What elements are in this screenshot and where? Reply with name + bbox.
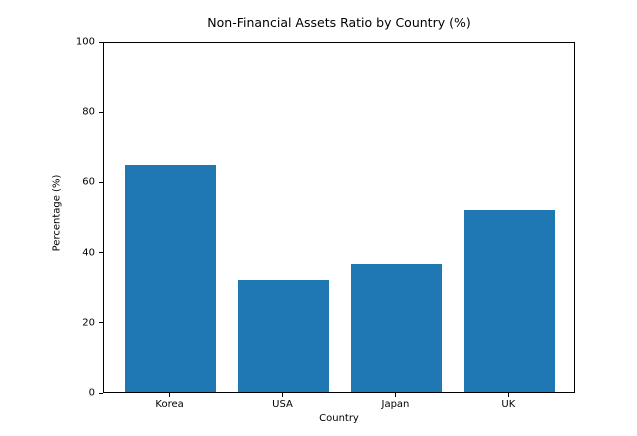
y-tick-mark (99, 111, 103, 113)
y-tick-mark (99, 392, 103, 394)
chart-title: Non-Financial Assets Ratio by Country (%… (207, 15, 471, 30)
y-tick-mark (99, 252, 103, 254)
bar-uk (464, 210, 555, 392)
x-axis-label: Country (319, 413, 359, 424)
y-axis-label: Percentage (%) (51, 174, 63, 252)
bar-japan (351, 263, 442, 392)
bar-korea (125, 165, 216, 392)
x-tick-mark (282, 393, 284, 397)
y-tick-mark (99, 41, 103, 43)
y-tick-label: 100 (75, 36, 95, 48)
x-tick-mark (507, 393, 509, 397)
x-tick-label-usa: USA (272, 399, 293, 410)
y-tick-label: 20 (82, 317, 95, 329)
x-tick-label-uk: UK (501, 399, 516, 410)
x-tick-mark (169, 393, 171, 397)
plot-area (103, 42, 575, 393)
x-tick-label-korea: Korea (155, 399, 184, 410)
bar-usa (238, 279, 329, 392)
y-tick-label: 40 (82, 247, 95, 259)
y-tick-label: 80 (82, 106, 95, 118)
x-tick-mark (394, 393, 396, 397)
x-tick-label-japan: Japan (381, 399, 410, 410)
y-tick-label: 0 (88, 387, 95, 399)
y-tick-mark (99, 181, 103, 183)
y-tick-label: 60 (82, 176, 95, 188)
y-tick-mark (99, 322, 103, 324)
